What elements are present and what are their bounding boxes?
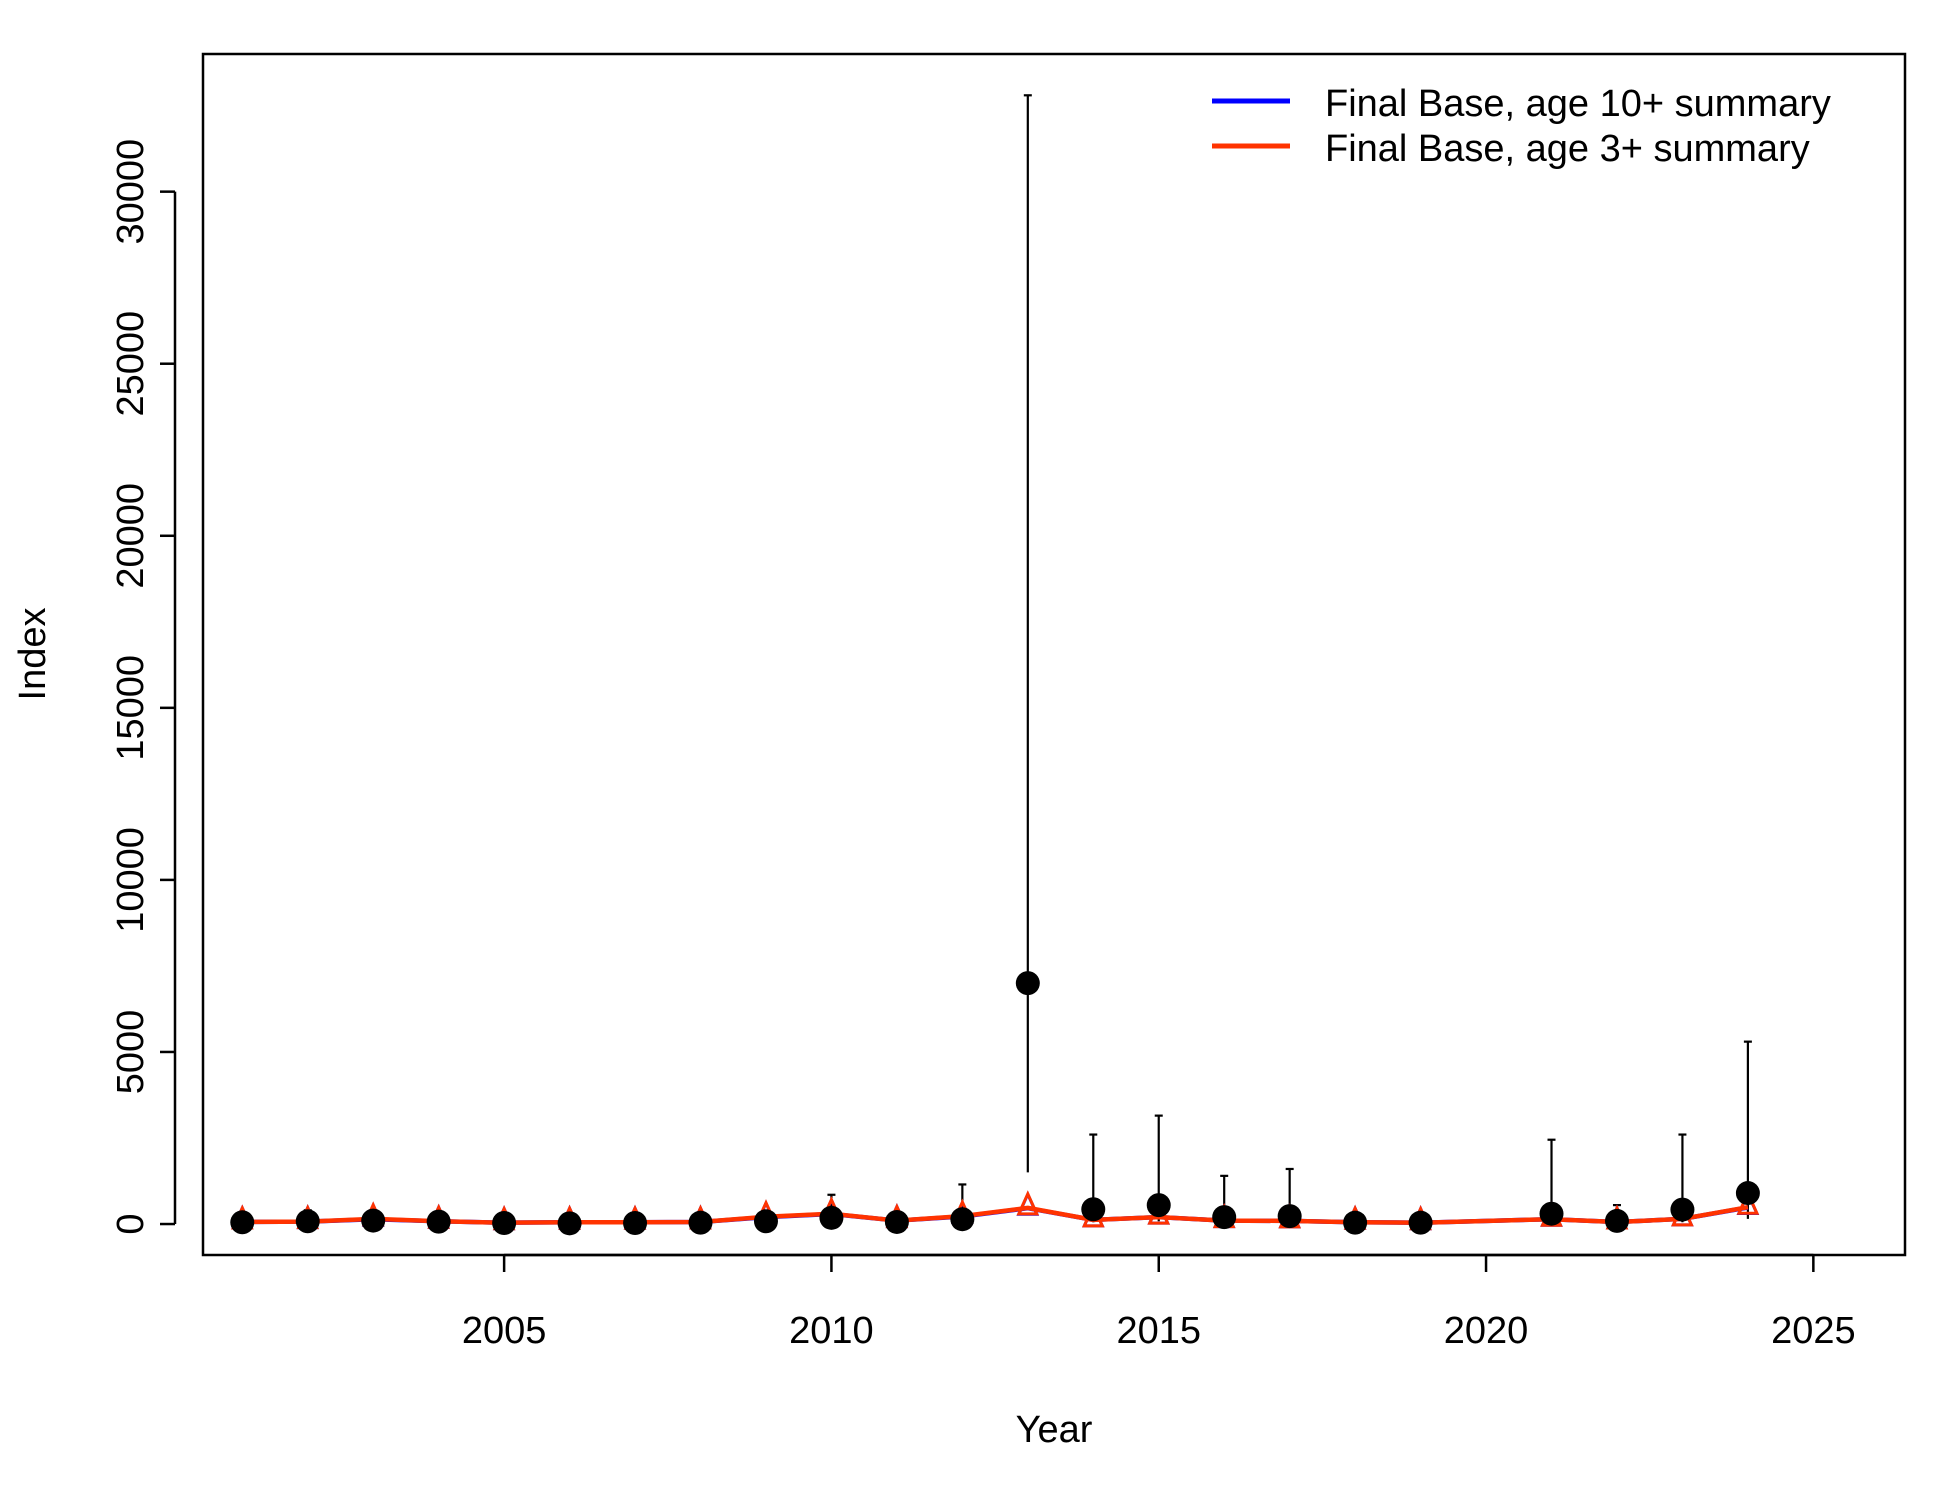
error-bars (238, 94, 1752, 1224)
observed-point-2023 (1670, 1197, 1695, 1222)
legend-label-age3: Final Base, age 3+ summary (1325, 128, 1810, 170)
y-axis: 0 5000 10000 15000 20000 25000 30000 (110, 139, 177, 1235)
x-tick-label-0: 2005 (462, 1310, 547, 1352)
observed-point-2017 (1277, 1204, 1302, 1229)
y-tick-label-0: 0 (110, 1213, 152, 1234)
x-tick-label-3: 2020 (1444, 1310, 1529, 1352)
x-axis: 2005 2010 2015 2020 2025 (462, 1253, 1856, 1352)
observed-points (230, 971, 1760, 1236)
x-tick-label-2: 2015 (1116, 1310, 1201, 1352)
y-tick-label-2: 10000 (110, 827, 152, 933)
observed-point-2012 (950, 1207, 975, 1232)
observed-point-2003 (361, 1208, 386, 1233)
series-lines (230, 1189, 1760, 1231)
observed-point-2006 (557, 1211, 582, 1236)
series-marker-1-2013 (1016, 1190, 1040, 1216)
observed-point-2018 (1343, 1210, 1368, 1235)
y-axis-title: Index (12, 608, 54, 701)
plot-frame (201, 52, 1907, 1257)
y-tick-label-4: 20000 (110, 483, 152, 589)
observed-point-2001 (230, 1210, 255, 1235)
observed-point-2005 (492, 1210, 517, 1235)
observed-point-2015 (1146, 1193, 1171, 1218)
y-tick-label-3: 15000 (110, 655, 152, 761)
legend: Final Base, age 10+ summary Final Base, … (1212, 83, 1831, 170)
y-tick-label-5: 25000 (110, 311, 152, 417)
observed-point-2021 (1539, 1201, 1564, 1226)
observed-point-2022 (1604, 1208, 1629, 1233)
observed-point-2004 (426, 1209, 451, 1234)
y-tick-label-6: 30000 (110, 139, 152, 245)
legend-label-age10: Final Base, age 10+ summary (1325, 83, 1831, 125)
x-tick-label-1: 2010 (789, 1310, 874, 1352)
observed-point-2009 (753, 1209, 778, 1234)
observed-point-2011 (884, 1209, 909, 1234)
observed-point-2013 (1015, 971, 1040, 996)
observed-point-2024 (1735, 1181, 1760, 1206)
x-axis-title: Year (1016, 1409, 1093, 1451)
series-line-1 (242, 1204, 1749, 1225)
observed-point-2002 (295, 1209, 320, 1234)
observed-point-2007 (623, 1210, 648, 1235)
observed-point-2019 (1408, 1210, 1433, 1235)
observed-point-2014 (1081, 1197, 1106, 1222)
observed-point-2016 (1212, 1205, 1237, 1230)
observed-point-2010 (819, 1205, 844, 1230)
observed-point-2008 (688, 1210, 713, 1235)
x-tick-label-4: 2025 (1771, 1310, 1856, 1352)
y-tick-label-1: 5000 (110, 1010, 152, 1095)
